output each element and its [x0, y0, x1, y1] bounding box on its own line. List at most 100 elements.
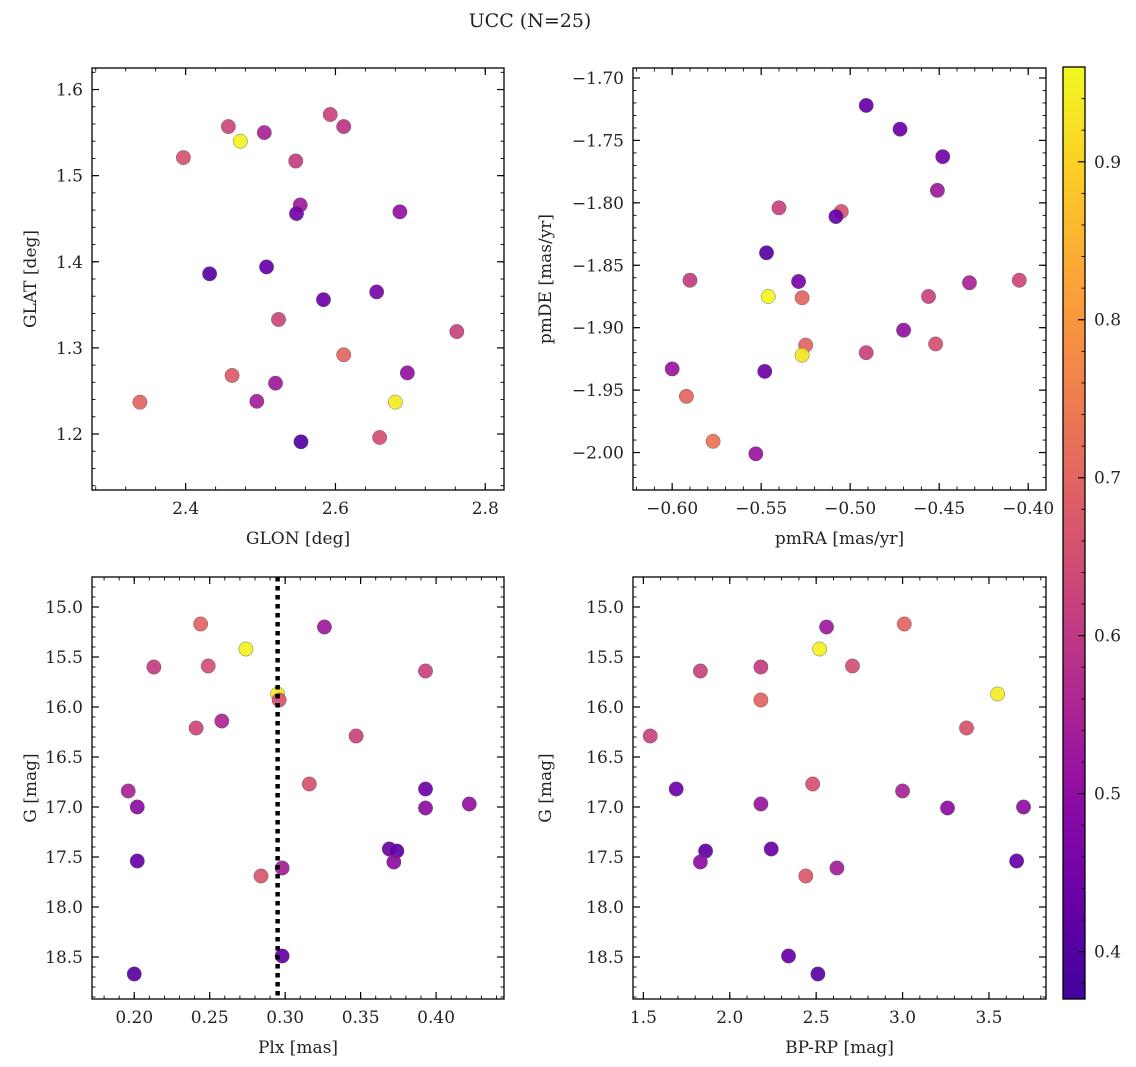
- point: [692, 854, 708, 870]
- y-tick-label: 1.6: [56, 81, 83, 101]
- point: [930, 182, 945, 198]
- point: [268, 375, 283, 391]
- point: [126, 966, 142, 982]
- point: [748, 446, 764, 462]
- point: [271, 312, 286, 327]
- x-tick-label: 3.5: [975, 1008, 1002, 1028]
- point: [129, 853, 145, 869]
- y-tick-label: 17.0: [45, 798, 83, 818]
- x-tick-label: 2.8: [472, 499, 499, 519]
- x-tick-label: 2.0: [716, 1008, 743, 1028]
- x-tick-label: 0.35: [342, 1008, 380, 1028]
- point: [129, 799, 145, 815]
- panel-glon-glat: 2.4 2.6 2.8 1.2 1.3 1.4 1.5 1.6 GLON [deg] GLAT […: [21, 67, 505, 549]
- y-tick-label: −1.90: [572, 319, 624, 339]
- x-tick-label: 1.5: [630, 1008, 657, 1028]
- x-tick-label: −0.40: [1002, 499, 1054, 519]
- y-tick-label: −1.80: [572, 194, 624, 214]
- point: [293, 434, 309, 450]
- y-tick-label: 18.5: [586, 948, 624, 968]
- point: [760, 289, 776, 304]
- point: [1011, 272, 1027, 288]
- panel-plx-g: 0.20 0.25 0.30 0.35 0.40 15.0 15.5 16.0 16.5 17.0…: [21, 576, 505, 1058]
- colorbar-tick-label: 0.6: [1094, 627, 1121, 647]
- point: [845, 658, 860, 674]
- point: [220, 119, 236, 134]
- colorbar-gradient: [1062, 66, 1086, 1000]
- point: [386, 854, 402, 870]
- panel-pmra-pmde: −0.60 −0.55 −0.50 −0.45 −0.40 −2.00 −1.95 −1.90…: [536, 67, 1054, 549]
- point: [120, 783, 136, 799]
- point: [753, 796, 769, 812]
- y-tick-label: −1.70: [572, 69, 624, 89]
- point: [1016, 799, 1031, 815]
- y-tick-label: 17.0: [586, 798, 624, 818]
- point: [274, 860, 290, 876]
- y-tick-label: 18.5: [45, 948, 83, 968]
- axes-frame: [91, 67, 505, 491]
- point: [232, 133, 248, 149]
- point: [858, 98, 874, 113]
- point: [895, 783, 910, 799]
- point: [921, 289, 936, 304]
- point: [253, 868, 269, 884]
- point: [892, 121, 908, 137]
- point: [369, 284, 385, 300]
- axes-frame: [632, 576, 1047, 1000]
- point: [705, 433, 721, 449]
- panel-bprp-g: 1.5 2.0 2.5 3.0 3.5 15.0 15.5 16.0 16.5 17.0 17.5 1…: [536, 576, 1047, 1058]
- point: [679, 388, 694, 404]
- point: [288, 153, 304, 169]
- y-tick-label: 16.5: [45, 748, 83, 768]
- x-tick-label: 0.30: [266, 1008, 304, 1028]
- y-tick-label: 15.5: [45, 648, 83, 668]
- y-tick-label: 16.0: [45, 698, 83, 718]
- point: [387, 394, 403, 410]
- axes-frame: [91, 576, 505, 1000]
- colorbar-tick-label: 0.4: [1094, 943, 1121, 963]
- point: [336, 119, 352, 134]
- y-tick-label: −1.85: [572, 256, 624, 276]
- y-tick-label: −2.00: [572, 444, 624, 464]
- point: [224, 368, 240, 383]
- x-tick-label: 2.6: [322, 499, 349, 519]
- panels: 2.4 2.6 2.8 1.2 1.3 1.4 1.5 1.6 GLON [deg] GLAT […: [21, 67, 1054, 1058]
- point: [259, 259, 274, 275]
- point: [896, 322, 911, 338]
- x-axis-label: Plx [mas]: [258, 1038, 338, 1058]
- x-axis-label: pmRA [mas/yr]: [775, 529, 904, 549]
- point: [896, 616, 912, 632]
- x-tick-label: 2.5: [803, 1008, 830, 1028]
- point: [794, 347, 810, 363]
- y-tick-label: 18.0: [45, 898, 83, 918]
- y-axis-label: GLAT [deg]: [21, 230, 41, 328]
- point: [664, 361, 680, 377]
- point: [935, 149, 951, 165]
- x-tick-label: 0.25: [191, 1008, 229, 1028]
- point: [757, 363, 773, 379]
- y-tick-label: 17.5: [586, 848, 624, 868]
- y-tick-label: −1.95: [572, 381, 624, 401]
- y-axis-label: G [mag]: [536, 753, 556, 822]
- point: [858, 345, 874, 361]
- point: [794, 290, 810, 306]
- point: [249, 393, 265, 409]
- colorbar: 0.4 0.5 0.6 0.7 0.8 0.9: [1062, 66, 1121, 1000]
- point: [175, 150, 191, 165]
- point: [317, 619, 332, 635]
- point: [418, 663, 433, 679]
- y-tick-label: 15.0: [45, 598, 83, 618]
- point: [828, 209, 844, 224]
- point: [399, 365, 415, 381]
- point: [238, 641, 254, 657]
- point: [301, 776, 317, 792]
- point: [819, 619, 834, 635]
- y-tick-label: 16.5: [586, 748, 624, 768]
- point: [668, 781, 684, 797]
- y-tick-label: 1.4: [56, 253, 83, 273]
- point: [289, 206, 304, 221]
- point: [812, 641, 828, 657]
- point: [959, 720, 974, 736]
- y-tick-label: 1.2: [56, 425, 83, 445]
